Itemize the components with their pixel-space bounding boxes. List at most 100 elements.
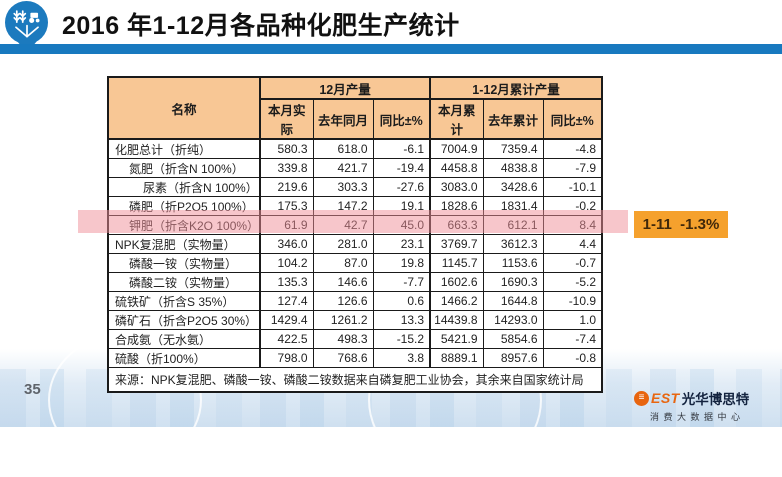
value-cell: 3.8 [372, 348, 431, 368]
value-cell: 1828.6 [429, 196, 484, 216]
row-name-cell: 尿素（折含N 100%） [107, 177, 261, 197]
brand-name: 光华博思特 [681, 392, 750, 407]
value-cell: -19.4 [372, 158, 431, 178]
table-row: 尿素（折含N 100%） 219.6 303.3 -27.6 3083.0 3428.6-… [107, 177, 603, 197]
table-group-header-row: 名称 12月产量 1-12月累计产量 [107, 76, 603, 140]
value-cell: 219.6 [259, 177, 314, 197]
best-ring-icon: ≡ [634, 390, 649, 406]
value-cell: 7359.4 [482, 138, 544, 159]
column-header: 去年同月 [312, 98, 374, 140]
table-row: 氮肥（折含N 100%） 339.8 421.7 -19.4 4458.8 4838.8-… [107, 158, 603, 178]
value-cell: 612.1 [482, 215, 544, 235]
value-cell: -5.2 [542, 272, 603, 292]
value-cell: 5421.9 [429, 329, 484, 349]
column-header: 去年累计 [482, 98, 544, 140]
value-cell: 13.3 [372, 310, 431, 330]
brand-subtitle: 消费大数据中心 [650, 412, 745, 422]
table-row: 硫酸（折100%） 798.0 768.6 3.8 8889.1 8957.6 -0.8 [107, 348, 603, 368]
value-cell: -27.6 [372, 177, 431, 197]
value-cell: 146.6 [312, 272, 374, 292]
value-cell: 7004.9 [429, 138, 484, 159]
value-cell: -0.2 [542, 196, 603, 216]
value-cell: 175.3 [259, 196, 314, 216]
value-cell: 14293.0 [482, 310, 544, 330]
row-name-cell: 磷矿石（折含P2O5 30%） [107, 310, 261, 330]
value-cell: 339.8 [259, 158, 314, 178]
value-cell: 1644.8 [482, 291, 544, 311]
column-header: 同比±% [372, 98, 431, 140]
value-cell: 498.3 [312, 329, 374, 349]
value-cell: 4838.8 [482, 158, 544, 178]
value-cell: 147.2 [312, 196, 374, 216]
value-cell: -7.9 [542, 158, 603, 178]
value-cell: 1602.6 [429, 272, 484, 292]
row-name-cell: 硫铁矿（折含S 35%） [107, 291, 261, 311]
value-cell: 45.0 [372, 215, 431, 235]
value-cell: 87.0 [312, 253, 374, 273]
value-cell: 580.3 [259, 138, 314, 159]
value-cell: 23.1 [372, 234, 431, 254]
value-cell: 663.3 [429, 215, 484, 235]
column-header: 本月实际 [259, 98, 314, 140]
value-cell: 4.4 [542, 234, 603, 254]
value-cell: -6.1 [372, 138, 431, 159]
value-cell: 768.6 [312, 348, 374, 368]
row-name-cell: 硫酸（折100%） [107, 348, 261, 368]
value-cell: 1429.4 [259, 310, 314, 330]
value-cell: 422.5 [259, 329, 314, 349]
value-cell: -7.4 [542, 329, 603, 349]
value-cell: 1466.2 [429, 291, 484, 311]
value-cell: 421.7 [312, 158, 374, 178]
value-cell: 3428.6 [482, 177, 544, 197]
callout-badge: 1-11 -1.3% [634, 211, 728, 238]
value-cell: 303.3 [312, 177, 374, 197]
value-cell: 798.0 [259, 348, 314, 368]
value-cell: 126.6 [312, 291, 374, 311]
value-cell: 1831.4 [482, 196, 544, 216]
table-row: 硫铁矿（折含S 35%） 127.4 126.6 0.6 1466.2 1644.8 -10… [107, 291, 603, 311]
value-cell: 5854.6 [482, 329, 544, 349]
value-cell: -4.8 [542, 138, 603, 159]
table-row: 磷肥（折P2O5 100%） 175.3 147.2 19.1 1828.6 1831.4… [107, 196, 603, 216]
value-cell: 1261.2 [312, 310, 374, 330]
column-header: 本月累计 [429, 98, 484, 140]
value-cell: 8957.6 [482, 348, 544, 368]
table-row: 钾肥（折含K2O 100%） 61.9 42.7 45.0 663.3 612.1 8.4 [107, 215, 603, 235]
brand-logo: ≡ EST 光华博思特 消费大数据中心 [634, 388, 774, 423]
row-name-cell: NPK复混肥（实物量） [107, 234, 261, 254]
page-title: 2016 年1-12月各品种化肥生产统计 [62, 12, 460, 40]
row-name-cell: 钾肥（折含K2O 100%） [107, 215, 261, 235]
fertilizer-production-table: 名称 12月产量 1-12月累计产量 本月实际 去年同月 同比±% 本月累计 去… [107, 76, 604, 393]
page-number: 35 [24, 381, 41, 398]
wheat-tractor-glyph [12, 9, 39, 37]
value-cell: 127.4 [259, 291, 314, 311]
value-cell: 19.8 [372, 253, 431, 273]
value-cell: 1153.6 [482, 253, 544, 273]
row-name-cell: 合成氨（无水氨） [107, 329, 261, 349]
value-cell: 4458.8 [429, 158, 484, 178]
name-column-header: 名称 [107, 76, 261, 140]
table-body: 化肥总计（折纯） 580.3 618.0 -6.1 7004.9 7359.4 -4.8 氮肥… [107, 138, 603, 368]
table-sub-header-row: 本月实际 去年同月 同比±% 本月累计 去年累计 同比±% [108, 98, 603, 140]
table-row: 磷酸二铵（实物量） 135.3 146.6 -7.7 1602.6 1690.3 -5.2 [107, 272, 603, 292]
value-cell: -10.9 [542, 291, 603, 311]
agriculture-pin-circle [5, 1, 48, 44]
value-cell: 618.0 [312, 138, 374, 159]
table-row: 磷矿石（折含P2O5 30%） 1429.4 1261.2 13.3 14439.8 14… [107, 310, 603, 330]
table-row: 磷酸一铵（实物量） 104.2 87.0 19.8 1145.7 1153.6 -0.7 [107, 253, 603, 273]
value-cell: 14439.8 [429, 310, 484, 330]
column-header: 同比±% [542, 98, 603, 140]
row-name-cell: 磷酸一铵（实物量） [107, 253, 261, 273]
december-group-header: 12月产量 [259, 76, 431, 100]
value-cell: 3083.0 [429, 177, 484, 197]
value-cell: -10.1 [542, 177, 603, 197]
value-cell: 3612.3 [482, 234, 544, 254]
value-cell: 1145.7 [429, 253, 484, 273]
value-cell: 42.7 [312, 215, 374, 235]
value-cell: 19.1 [372, 196, 431, 216]
row-name-cell: 氮肥（折含N 100%） [107, 158, 261, 178]
row-name-cell: 磷肥（折P2O5 100%） [107, 196, 261, 216]
value-cell: -0.7 [542, 253, 603, 273]
value-cell: 61.9 [259, 215, 314, 235]
